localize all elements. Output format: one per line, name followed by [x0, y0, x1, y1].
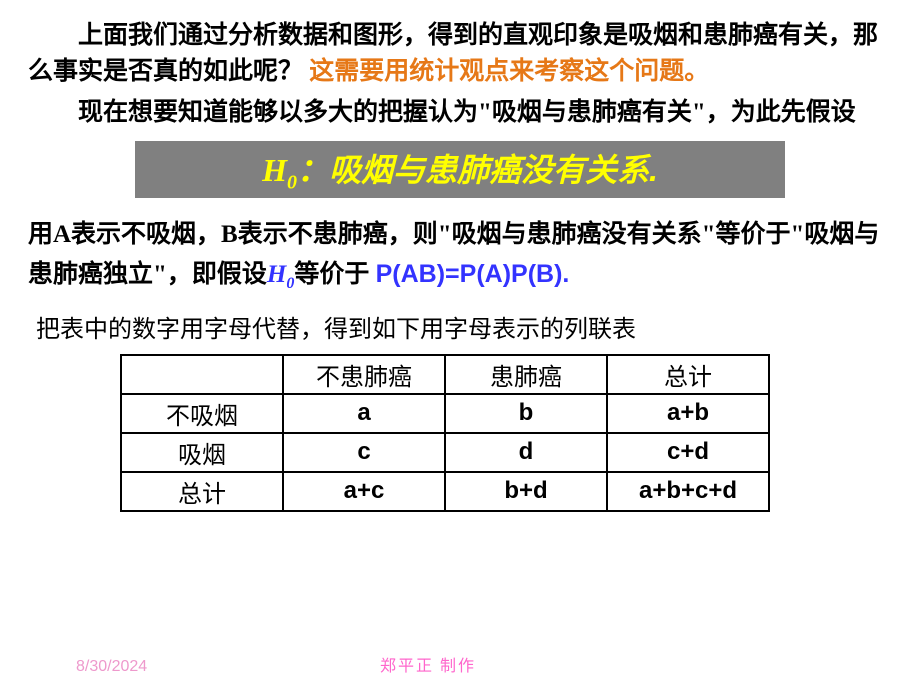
table-cell: d	[445, 433, 607, 472]
table-rowhead-2: 吸烟	[121, 433, 283, 472]
table-cell: a+c	[283, 472, 445, 511]
table-cell: c	[283, 433, 445, 472]
table-header-col2: 患肺癌	[445, 355, 607, 394]
table-cell: c+d	[607, 433, 769, 472]
equiv-h0-H: H	[267, 261, 286, 288]
contingency-table: 不患肺癌 患肺癌 总计 不吸烟 a b a+b 吸烟 c d c+d 总计 a+…	[120, 354, 770, 512]
table-header-blank	[121, 355, 283, 394]
hypothesis-statement: ：吸烟与患肺癌没有关系.	[297, 152, 658, 188]
table-header-col3: 总计	[607, 355, 769, 394]
table-header-col1: 不患肺癌	[283, 355, 445, 394]
table-row: 不吸烟 a b a+b	[121, 394, 769, 433]
table-wrapper: 不患肺癌 患肺癌 总计 不吸烟 a b a+b 吸烟 c d c+d 总计 a+…	[120, 354, 892, 512]
equiv-probability: P(AB)=P(A)P(B).	[376, 260, 570, 288]
paragraph-intro: 上面我们通过分析数据和图形，得到的直观印象是吸烟和患肺癌有关，那么事实是否真的如…	[28, 18, 892, 91]
slide-content: 上面我们通过分析数据和图形，得到的直观印象是吸烟和患肺癌有关，那么事实是否真的如…	[0, 0, 920, 512]
footer-author: 郑平正 制作	[380, 652, 476, 676]
table-cell: a	[283, 394, 445, 433]
equiv-text-b: 等价于	[294, 261, 375, 288]
table-header-row: 不患肺癌 患肺癌 总计	[121, 355, 769, 394]
hypothesis-banner: H0：吸烟与患肺癌没有关系.	[135, 141, 785, 198]
hypothesis-text: H0：吸烟与患肺癌没有关系.	[262, 152, 658, 188]
hypothesis-h0-sub: 0	[287, 171, 297, 193]
table-cell: b	[445, 394, 607, 433]
hypothesis-h0-H: H	[262, 152, 287, 188]
table-rowhead-3: 总计	[121, 472, 283, 511]
table-cell: b+d	[445, 472, 607, 511]
table-cell: a+b+c+d	[607, 472, 769, 511]
intro-orange: 这需要用统计观点来考察这个问题。	[309, 58, 709, 85]
paragraph-equivalence: 用A表示不吸烟，B表示不患肺癌，则"吸烟与患肺癌没有关系"等价于"吸烟与患肺癌独…	[28, 216, 888, 297]
table-cell: a+b	[607, 394, 769, 433]
footer-date: 8/30/2024	[76, 658, 147, 676]
table-row: 吸烟 c d c+d	[121, 433, 769, 472]
table-rowhead-1: 不吸烟	[121, 394, 283, 433]
table-row: 总计 a+c b+d a+b+c+d	[121, 472, 769, 511]
paragraph-table-intro: 把表中的数字用字母代替，得到如下用字母表示的列联表	[36, 309, 892, 344]
paragraph-assume: 现在想要知道能够以多大的把握认为"吸烟与患肺癌有关"，为此先假设	[28, 95, 892, 131]
